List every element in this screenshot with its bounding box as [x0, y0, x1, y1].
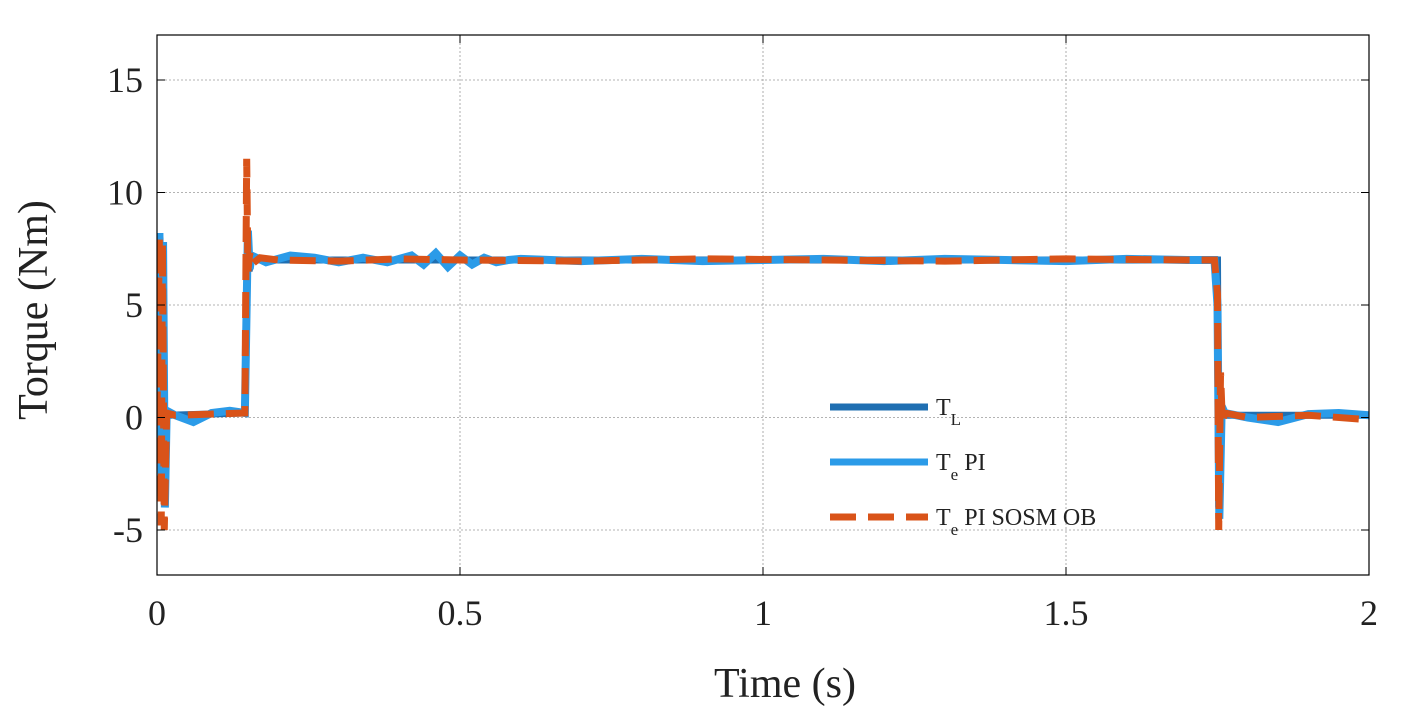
axis-ticks [156, 35, 1370, 575]
x-tick-label: 2 [1360, 593, 1378, 633]
series-layer [157, 158, 1369, 531]
y-tick-label: 5 [125, 285, 143, 325]
plot-area [157, 158, 1369, 531]
y-axis-label: Torque (Nm) [11, 200, 57, 420]
y-tick-label: 15 [107, 60, 143, 100]
legend-label-tepisosmob: Te PI SOSM OB [936, 505, 1096, 539]
y-tick-label: -5 [113, 510, 143, 550]
x-tick-label: 1 [754, 593, 772, 633]
legend: TL Te PI Te PI SOSM OB [830, 395, 1096, 539]
x-axis-label: Time (s) [714, 661, 856, 707]
y-tick-label: 10 [107, 173, 143, 213]
legend-label-tl: TL [936, 395, 961, 429]
tick-labels: 0 0.5 1 1.5 2 -5 0 5 10 15 [107, 60, 1378, 633]
x-tick-label: 0 [148, 593, 166, 633]
y-tick-label: 0 [125, 398, 143, 438]
x-tick-label: 0.5 [438, 593, 483, 633]
x-tick-label: 1.5 [1044, 593, 1089, 633]
series-line-tepisosmob [157, 158, 1369, 531]
legend-label-tepi: Te PI [936, 450, 986, 484]
